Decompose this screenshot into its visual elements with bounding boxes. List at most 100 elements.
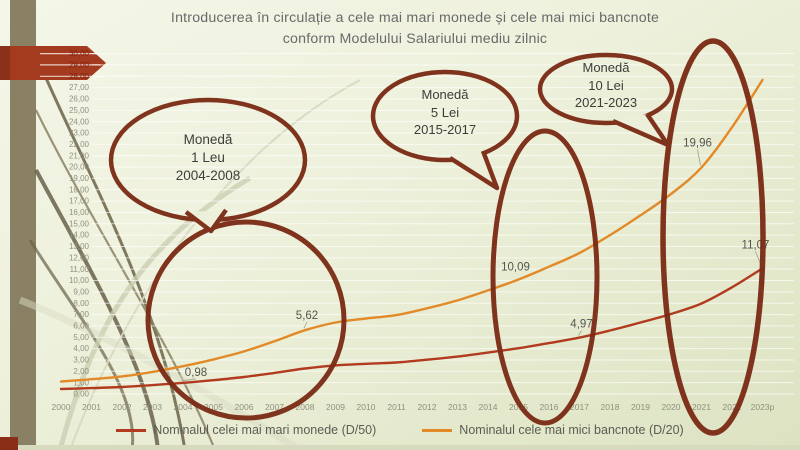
y-tick-label: 3,00 (73, 356, 89, 365)
swoosh-dark-1 (36, 59, 187, 450)
callout-tail-3 (612, 112, 671, 148)
x-tick-label: 2010 (357, 402, 376, 412)
title-line-2: conform Modelului Salariului mediu zilni… (282, 31, 548, 48)
callout-2-line-1: Monedă (421, 87, 469, 102)
y-tick-label: 1,00 (73, 378, 89, 387)
y-tick-label: 25,00 (69, 106, 90, 115)
callout-3-line-1: Monedă (582, 60, 630, 75)
swoosh-light-2 (69, 79, 361, 450)
x-tick-label: 2004 (174, 402, 193, 412)
y-tick-label: 2,00 (73, 367, 89, 376)
y-tick-label: 16,00 (69, 208, 90, 217)
data-label: 4,97 (570, 319, 592, 331)
x-tick-label: 2023p (751, 402, 775, 412)
data-label-leader (578, 330, 582, 336)
x-tick-label: 2018 (601, 402, 620, 412)
x-tick-label: 2016 (540, 402, 559, 412)
swoosh-dark-3 (34, 169, 160, 450)
y-tick-label: 23,00 (69, 129, 90, 138)
bottom-left-accent (0, 437, 18, 450)
callout-1-line-1: Monedă (183, 132, 233, 147)
y-tick-label: 4,00 (73, 344, 89, 353)
x-tick-label: 2022 (723, 402, 742, 412)
x-tick-label: 2020 (662, 402, 681, 412)
callout-1-line-2: 1 Leu (191, 150, 225, 166)
title-line-1: Introducerea în circulație a cele mai ma… (170, 10, 660, 26)
highlight-ellipse-2021-2023 (660, 38, 766, 436)
legend-label-monede: Nominalul celei mai mari monede (D/50) (153, 423, 377, 437)
y-tick-label: 17,00 (69, 197, 90, 206)
y-tick-label: 8,00 (73, 299, 89, 308)
callout-2-line-2: 5 Lei (430, 104, 460, 120)
callout-text-1-leu: Monedă 1 Leu 2004-2008 (118, 131, 298, 186)
x-tick-label: 2003 (143, 402, 162, 412)
data-label-leader (181, 378, 197, 382)
x-tick-label: 2019 (631, 402, 650, 412)
y-tick-label: 30,00 (69, 49, 90, 58)
callout-bubble-2 (370, 69, 520, 163)
data-label: 5,62 (296, 310, 318, 322)
x-tick-label: 2006 (235, 402, 254, 412)
accent-arrow (0, 46, 106, 80)
x-tick-label: 2011 (387, 402, 406, 412)
legend: Nominalul celei mai mari monede (D/50) N… (0, 421, 800, 439)
y-tick-label: 26,00 (69, 95, 90, 104)
y-tick-label: 28,00 (69, 72, 90, 81)
y-tick-label: 6,00 (73, 322, 89, 331)
data-label: 0,98 (185, 367, 207, 379)
y-tick-label: 0,00 (73, 390, 89, 399)
data-label-leader (697, 149, 701, 166)
x-tick-label: 2000 (52, 402, 71, 412)
gridlines (92, 53, 794, 395)
y-tick-label: 27,00 (69, 83, 90, 92)
legend-item-bancnote: Nominalul cele mai mici bancnote (D/20) (422, 423, 684, 437)
legend-swatch-bancnote (422, 428, 453, 432)
x-tick-label: 2012 (418, 402, 437, 412)
callout-2-line-3: 2015-2017 (413, 122, 477, 138)
callout-tail-1 (184, 208, 228, 234)
x-tick-label: 2009 (326, 402, 345, 412)
x-tick-label: 2007 (265, 402, 284, 412)
series-line-0 (59, 267, 764, 391)
x-tick-label: 2021 (692, 402, 711, 412)
x-tick-label: 2014 (479, 402, 498, 412)
highlight-shapes (108, 38, 766, 436)
callout-1-line-3: 2004-2008 (175, 168, 241, 184)
callout-3-line-3: 2021-2023 (574, 95, 638, 111)
x-tick-label: 2017 (570, 402, 589, 412)
y-tick-label: 10,00 (69, 276, 90, 285)
legend-label-bancnote: Nominalul cele mai mici bancnote (D/20) (459, 423, 684, 437)
y-tick-label: 19,00 (69, 174, 90, 183)
y-tick-label: 12,00 (69, 253, 90, 262)
legend-item-monede: Nominalul celei mai mari monede (D/50) (116, 423, 376, 437)
bottom-strip (0, 445, 800, 450)
data-series (59, 78, 764, 391)
accent-arrow-shade (0, 46, 10, 80)
callout-bubble-3 (537, 52, 675, 126)
x-tick-label: 2005 (204, 402, 223, 412)
series-line-1 (59, 78, 764, 383)
y-tick-label: 13,00 (69, 242, 90, 251)
y-tick-label: 14,00 (69, 231, 90, 240)
legend-swatch-monede (116, 428, 147, 432)
y-tick-label: 24,00 (69, 117, 90, 126)
callout-text-10-lei: Monedă 10 Lei 2021-2023 (534, 59, 678, 112)
callout-text-5-lei: Monedă 5 Lei 2015-2017 (373, 86, 517, 139)
x-tick-label: 2013 (448, 402, 467, 412)
y-tick-label: 29,00 (69, 61, 90, 70)
y-tick-label: 11,00 (70, 265, 90, 274)
y-tick-label: 21,00 (69, 151, 90, 160)
highlight-ellipse-2015-2017 (490, 128, 600, 426)
y-tick-label: 7,00 (73, 310, 89, 319)
callout-tail-2 (448, 150, 500, 191)
x-tick-label: 2002 (113, 402, 132, 412)
chart-title: Introducerea în circulație a cele mai ma… (40, 8, 790, 51)
y-tick-label: 15,00 (69, 219, 90, 228)
highlight-ellipse-2004-2008 (145, 219, 347, 421)
y-tick-label: 9,00 (73, 287, 89, 296)
y-tick-label: 5,00 (73, 333, 89, 342)
data-label: 10,09 (501, 262, 530, 274)
data-label: 19,96 (683, 138, 712, 150)
